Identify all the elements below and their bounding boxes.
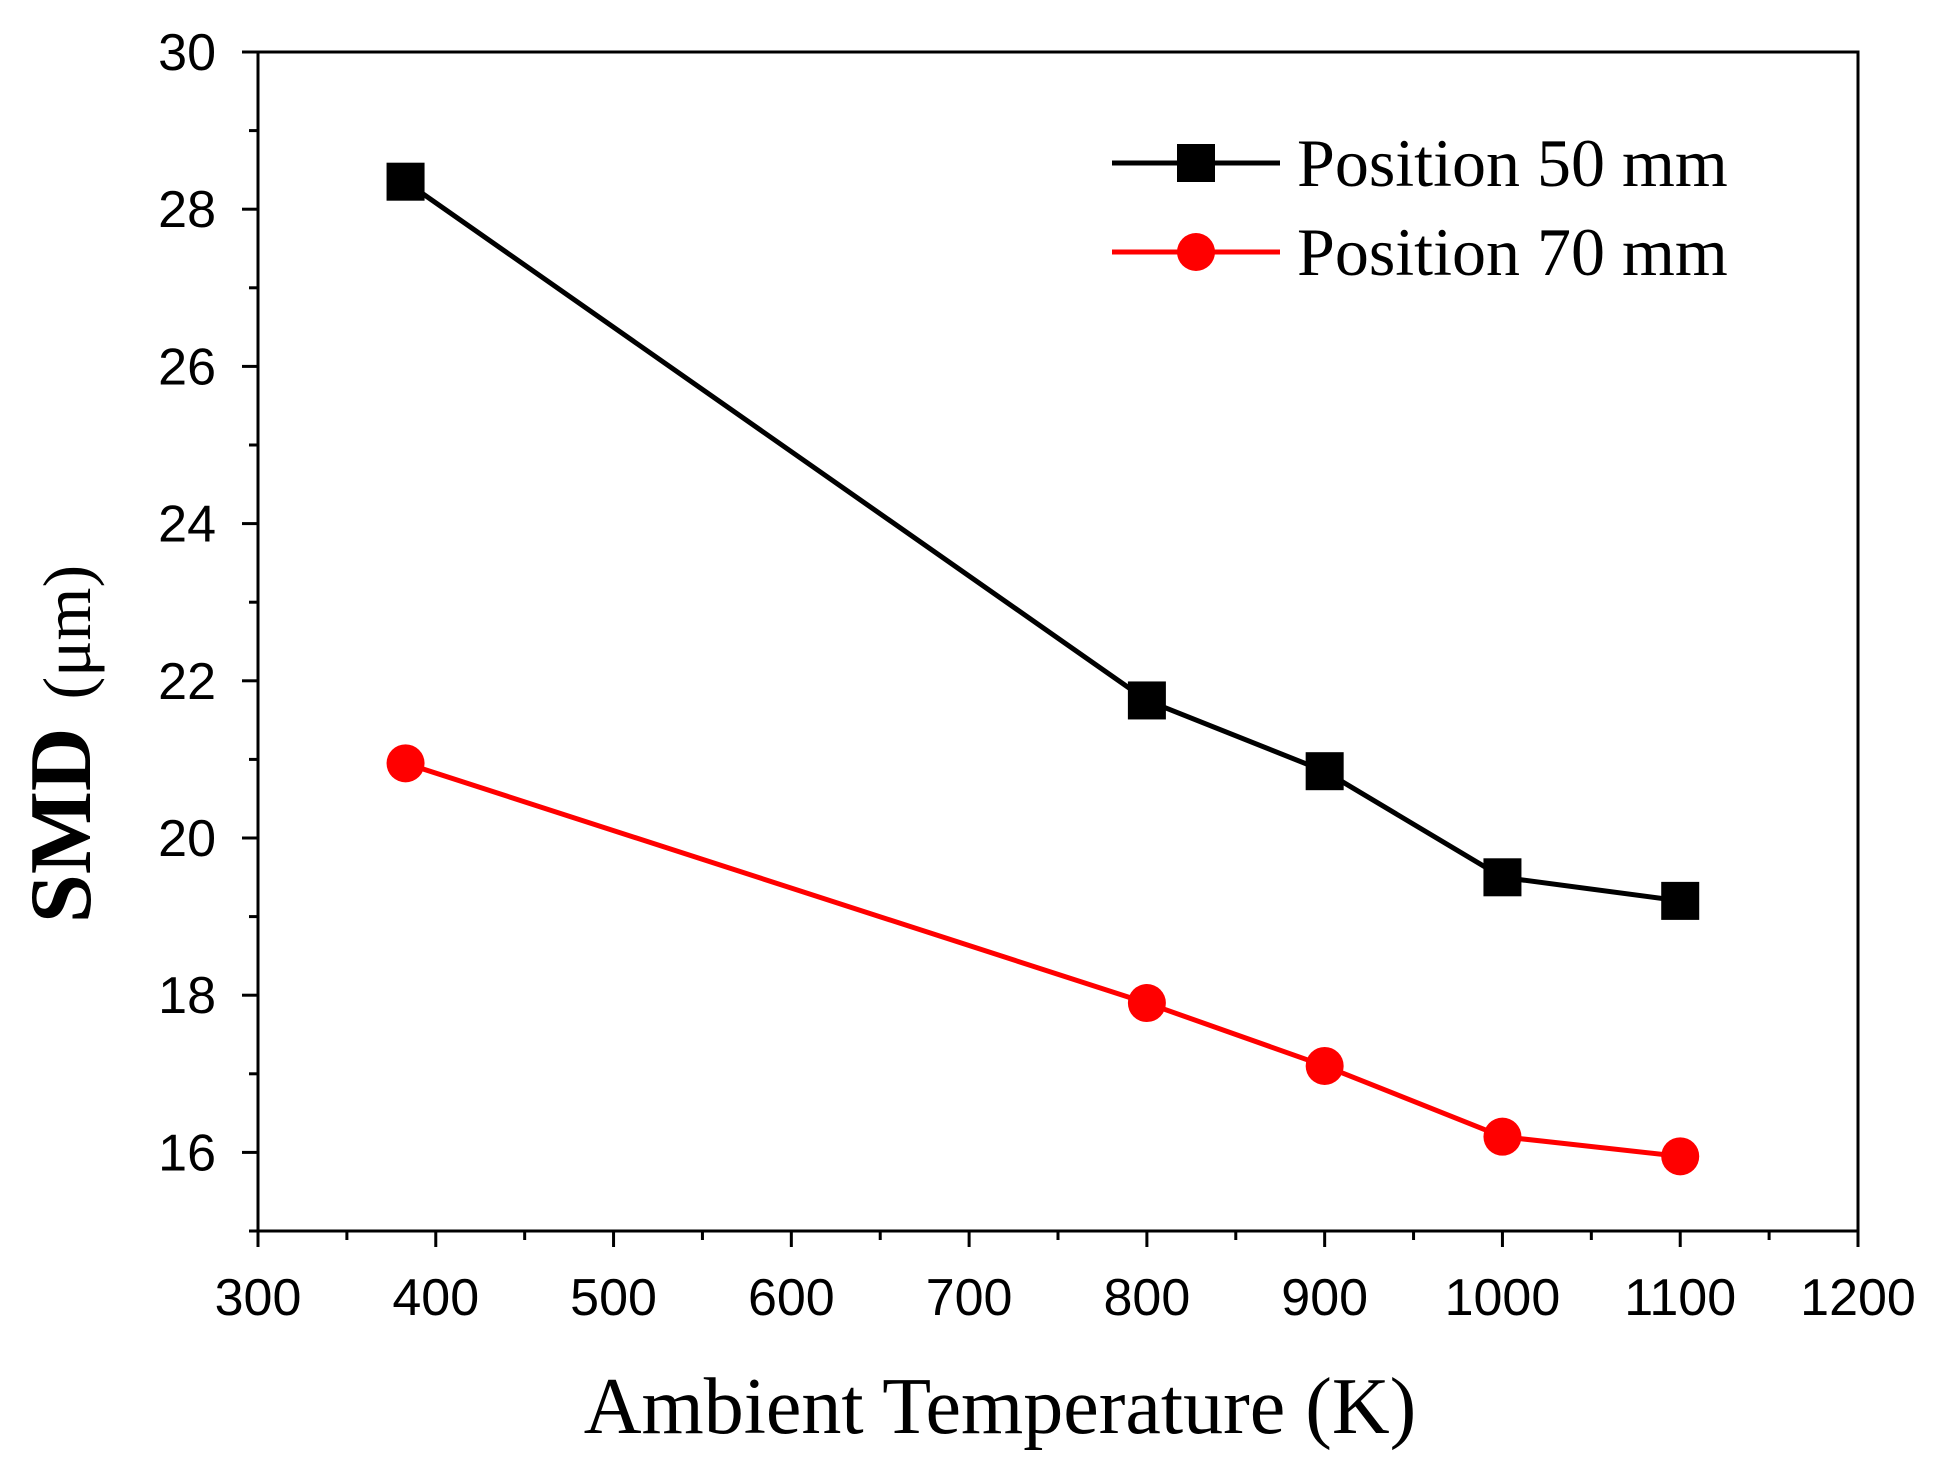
x-tick-label: 1200 (1800, 1269, 1916, 1327)
y-axis-title-main: SMD (13, 728, 110, 924)
series-layer (386, 162, 1700, 1176)
data-point-series-1 (1483, 858, 1522, 897)
data-point-series-2 (1661, 1137, 1700, 1176)
x-tick-label: 300 (215, 1269, 302, 1327)
x-tick-label: 800 (1104, 1269, 1191, 1327)
x-tick-label: 500 (570, 1269, 657, 1327)
x-axis-title: Ambient Temperature (K) (584, 1363, 1417, 1451)
series-line-2 (404, 760, 1681, 1159)
y-axis-title-unit: (μm) (29, 565, 105, 700)
data-point-series-1 (1127, 681, 1166, 720)
y-tick-label: 18 (158, 967, 216, 1025)
data-point-series-1 (386, 162, 425, 201)
y-tick-label: 22 (158, 653, 216, 711)
data-point-series-2 (386, 744, 425, 783)
legend-marker-1 (1177, 144, 1215, 182)
x-tick-label: 900 (1281, 1269, 1368, 1327)
data-point-series-1 (1661, 881, 1700, 920)
x-tick-label: 1000 (1445, 1269, 1561, 1327)
legend-label-1: Position 50 mm (1297, 125, 1728, 201)
x-tick-label: 600 (748, 1269, 835, 1327)
data-point-series-2 (1483, 1117, 1522, 1156)
y-axis-title: SMD (μm) (13, 565, 110, 923)
y-tick-label: 28 (158, 181, 216, 239)
y-tick-label: 20 (158, 810, 216, 868)
data-point-series-2 (1305, 1046, 1344, 1085)
x-tick-label: 400 (392, 1269, 479, 1327)
y-tick-label: 24 (158, 496, 216, 554)
y-tick-label: 30 (158, 24, 216, 82)
ticks: 300 400 500 600 700 800 900 1000 1100 1200 16 18 20 2… (158, 24, 1916, 1327)
data-point-series-1 (1305, 752, 1344, 791)
y-tick-label: 26 (158, 338, 216, 396)
data-point-series-2 (1127, 984, 1166, 1023)
legend-label-2: Position 70 mm (1297, 214, 1728, 290)
x-tick-label: 700 (926, 1269, 1013, 1327)
x-tick-label: 1100 (1624, 1269, 1736, 1327)
legend: Position 50 mm Position 70 mm (1112, 125, 1728, 290)
y-tick-label: 16 (158, 1124, 216, 1182)
legend-marker-2 (1177, 233, 1215, 271)
